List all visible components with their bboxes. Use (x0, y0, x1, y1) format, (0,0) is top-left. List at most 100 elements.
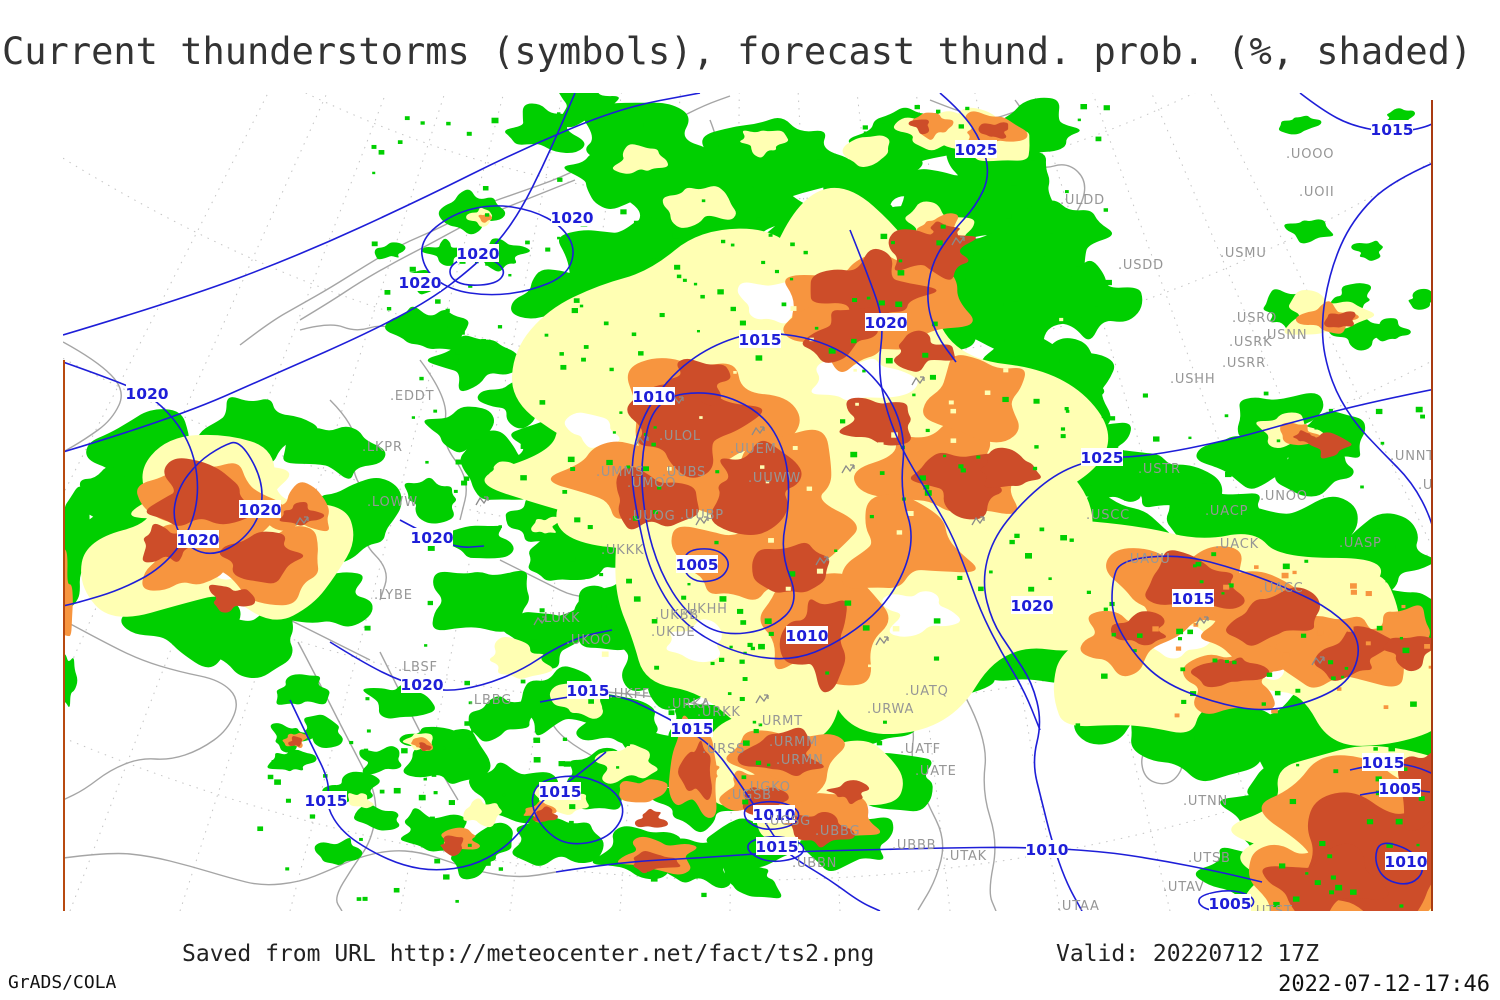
speckle (606, 348, 613, 354)
speckle (446, 121, 451, 126)
speckle (736, 608, 744, 614)
speckle (855, 402, 859, 406)
speckle (1385, 577, 1392, 583)
speckle (638, 351, 644, 356)
speckle (862, 125, 868, 130)
speckle (651, 442, 656, 447)
station-label: .UUBP (680, 508, 724, 523)
speckle (1416, 843, 1420, 847)
speckle (309, 814, 316, 819)
isobar-label: 1020 (1010, 597, 1053, 615)
station-label: .UKOO (566, 633, 612, 648)
prob-shading-blob (304, 714, 343, 749)
speckle (544, 333, 549, 337)
station-label: .LBSF (398, 660, 438, 675)
speckle (727, 692, 732, 696)
speckle (1152, 626, 1159, 632)
speckle (349, 740, 354, 745)
speckle (927, 647, 932, 651)
speckle (922, 352, 929, 358)
speckle (1399, 904, 1404, 908)
speckle (393, 787, 401, 794)
speckle (1261, 702, 1266, 706)
speckle (816, 568, 824, 574)
prob-shading-blob (419, 742, 432, 752)
speckle (1375, 522, 1382, 528)
speckle (643, 466, 650, 472)
isobar-label: 1010 (1025, 841, 1068, 859)
prob-shading-blob (633, 851, 681, 874)
speckle (501, 347, 508, 353)
speckle (571, 308, 579, 314)
isobar-label-box (865, 313, 907, 331)
speckle (866, 296, 871, 300)
speckle (562, 737, 568, 741)
speckle (914, 104, 920, 110)
isobar-label-box (457, 244, 499, 262)
speckle (976, 455, 981, 459)
speckle (427, 545, 435, 551)
speckle (581, 357, 586, 362)
prob-shading-blob (489, 637, 553, 679)
prob-shading-blob (980, 447, 1041, 488)
speckle (895, 301, 903, 308)
speckle (950, 438, 957, 443)
speckle (1314, 425, 1320, 430)
speckle (443, 874, 450, 880)
speckle (862, 625, 870, 631)
speckle (1033, 398, 1040, 404)
isobar-line (743, 800, 800, 831)
speckle (1111, 632, 1117, 637)
speckle (1292, 570, 1297, 575)
speckle (520, 475, 527, 481)
speckle (647, 871, 653, 876)
speckle (897, 270, 905, 276)
speckle (574, 517, 581, 523)
speckle (602, 788, 607, 793)
isobar-label: 1015 (670, 720, 713, 738)
speckle (738, 824, 744, 829)
prob-shading-blob (678, 740, 712, 801)
speckle (557, 236, 561, 240)
speckle (877, 442, 884, 447)
speckle (764, 618, 772, 624)
prob-shading-blob (564, 412, 620, 448)
prob-shading-blob (146, 458, 255, 526)
speckle (752, 720, 757, 724)
speckle (643, 122, 651, 128)
speckle (1375, 408, 1383, 415)
speckle (1201, 455, 1207, 460)
speckle (482, 186, 489, 191)
speckle (362, 896, 368, 901)
page-title: Current thunderstorms (symbols), forecas… (2, 30, 1473, 73)
speckle (495, 826, 502, 832)
speckle (1386, 842, 1393, 848)
speckle (603, 321, 609, 326)
speckle (453, 598, 461, 604)
speckle (1181, 699, 1187, 704)
prob-shading-blob (1351, 240, 1383, 261)
speckle (1177, 637, 1183, 641)
speckle (468, 701, 473, 705)
speckle (1049, 231, 1054, 234)
speckle (749, 376, 755, 381)
speckle (1237, 688, 1241, 691)
prob-shading-blob (1190, 657, 1270, 688)
shading-speckles (257, 104, 1433, 908)
speckle (1010, 179, 1018, 186)
speckle (453, 358, 459, 363)
valid-time-text: Valid: 20220712 17Z (1056, 941, 1320, 967)
station-label: .USRR (1222, 356, 1266, 371)
speckle (1266, 672, 1273, 677)
prob-shading-blob (432, 570, 529, 632)
speckle (758, 723, 763, 727)
prob-shading-blob (882, 591, 961, 637)
speckle (980, 627, 984, 631)
speckle (560, 364, 567, 370)
isobar-label-box (739, 330, 781, 348)
prob-shading-blob (1314, 626, 1394, 681)
speckle (464, 680, 470, 686)
station-label: .UBBN (792, 856, 837, 871)
isobar-line (420, 205, 574, 296)
